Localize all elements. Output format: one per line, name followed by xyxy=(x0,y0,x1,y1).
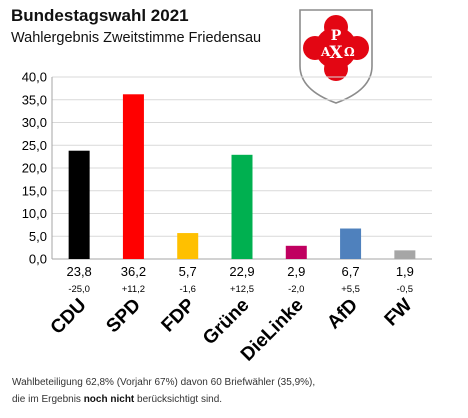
y-tick-label: 35,0 xyxy=(22,92,47,107)
value-label: 5,7 xyxy=(179,264,197,279)
bar-chart: 0,0 5,0 10,0 15,0 20,0 25,0 30,0 35,0 40,0 23,8 -2… xyxy=(22,70,432,366)
category-label: SPD xyxy=(102,295,144,337)
change-label: +5,5 xyxy=(341,284,360,295)
bar-grüne xyxy=(231,154,253,259)
bar-afd xyxy=(340,228,362,259)
category-label: AfD xyxy=(323,295,362,334)
crest-letter-omega: Ω xyxy=(344,45,355,59)
y-tick-label: 10,0 xyxy=(22,206,47,221)
value-label: 2,9 xyxy=(287,264,305,279)
change-label: -25,0 xyxy=(68,284,90,295)
crest-letter-chi: X xyxy=(329,43,343,63)
bar-cdu xyxy=(68,150,90,259)
footnote-line-2: die im Ergebnis noch nicht berücksichtig… xyxy=(12,391,315,408)
crest-letter-alpha: A xyxy=(320,45,331,59)
footnote-line-1: Wahlbeteiligung 62,8% (Vorjahr 67%) davo… xyxy=(12,377,316,388)
change-label: -2,0 xyxy=(288,284,304,295)
category-label: CDU xyxy=(47,295,91,339)
footnote-line-2-start: die im Ergebnis xyxy=(12,394,84,405)
value-label: 1,9 xyxy=(396,264,414,279)
change-label: +11,2 xyxy=(122,284,145,295)
chart-subtitle: Wahlergebnis Zweitstimme Friedensau xyxy=(11,30,262,46)
y-tick-label: 20,0 xyxy=(22,161,47,176)
coat-of-arms-icon: A P X Ω xyxy=(299,9,373,104)
bar-fdp xyxy=(177,233,199,259)
crest-letter-rho: P xyxy=(331,28,342,44)
footnote-emphasis: noch nicht xyxy=(83,394,135,405)
y-tick-label: 30,0 xyxy=(22,115,47,130)
category-label: FW xyxy=(381,295,417,331)
chart-title: Bundestagswahl 2021 xyxy=(11,6,189,25)
change-label: -1,6 xyxy=(180,284,196,295)
change-label: -0,5 xyxy=(397,284,413,295)
bar-spd xyxy=(122,94,144,259)
y-tick-label: 5,0 xyxy=(29,229,47,244)
bar-dielinke xyxy=(285,245,307,259)
change-label: +12,5 xyxy=(230,284,254,295)
crest-field xyxy=(303,15,369,81)
footnote: Wahlbeteiligung 62,8% (Vorjahr 67%) davo… xyxy=(12,374,315,408)
category-label: FDP xyxy=(158,294,200,336)
y-tick-label: 25,0 xyxy=(22,138,47,153)
y-tick-label: 40,0 xyxy=(22,70,47,85)
y-tick-label: 15,0 xyxy=(22,183,47,198)
value-label: 6,7 xyxy=(342,264,360,279)
value-label: 22,9 xyxy=(229,264,254,279)
footnote-line-2-end: berücksichtigt sind. xyxy=(134,394,223,405)
value-label: 36,2 xyxy=(121,264,146,279)
value-label: 23,8 xyxy=(66,264,91,279)
bar-fw xyxy=(394,250,416,259)
y-tick-label: 0,0 xyxy=(29,252,47,267)
